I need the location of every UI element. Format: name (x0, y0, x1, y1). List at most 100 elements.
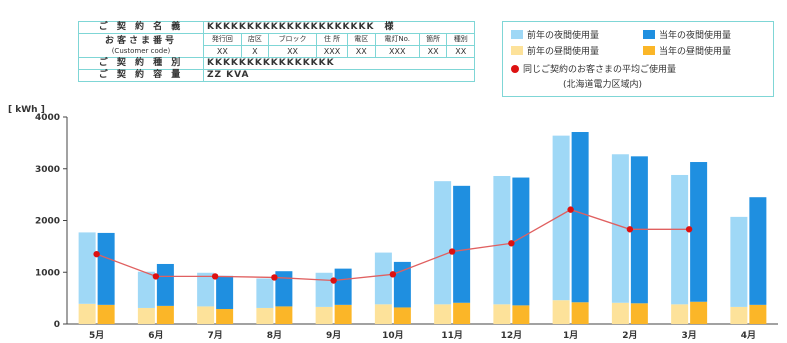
bar-curr-day (690, 301, 708, 324)
code-col-value: X (240, 45, 270, 58)
bar-curr-night (453, 185, 471, 303)
bar-prev-night (671, 174, 689, 305)
bar-curr-day (630, 303, 648, 324)
legend-label: 前年の夜間使用量 (527, 31, 600, 41)
legend-curr-day: 当年の昼間使用量 (643, 44, 731, 57)
bar-curr-night (97, 232, 115, 305)
bar-prev-day (197, 306, 215, 324)
legend-avg-note: (北海道電力区域内) (563, 77, 642, 90)
code-col-head: 電区 (347, 33, 376, 46)
bar-curr-night (512, 177, 530, 306)
x-tick-label: 3月 (681, 330, 696, 341)
bar-prev-day (137, 307, 155, 324)
x-tick-label: 2月 (622, 330, 637, 341)
bar-prev-day (315, 306, 333, 324)
legend-swatch-prev-night (511, 30, 523, 39)
legend-label: 同じご契約のお客さまの平均ご使用量 (523, 65, 677, 75)
bar-prev-night (78, 232, 96, 304)
legend-label: 当年の夜間使用量 (659, 31, 732, 41)
bar-prev-night (611, 154, 629, 303)
bar-prev-night (552, 135, 570, 301)
code-col-value: XXX (374, 45, 420, 58)
bar-curr-night (275, 271, 293, 307)
bar-curr-day (512, 305, 530, 324)
y-axis-label: [ kWh ] (8, 105, 45, 115)
avg-point (271, 274, 278, 281)
bar-prev-day (434, 304, 452, 324)
code-col-value: XXX (315, 45, 349, 58)
legend-note: (北海道電力区域内) (563, 80, 643, 90)
chart-legend: 前年の夜間使用量 当年の夜間使用量 前年の昼間使用量 当年の昼間使用量 同じご契… (502, 21, 774, 97)
x-tick-label: 10月 (382, 330, 404, 341)
code-col-value: XX (268, 45, 317, 58)
bar-prev-day (493, 304, 511, 324)
legend-marker-avg (511, 64, 519, 73)
customer-code-label: お客さま番号 (Customer code) (78, 33, 204, 58)
bar-prev-night (197, 272, 215, 307)
bar-curr-day (216, 308, 234, 324)
x-tick-label: 9月 (326, 330, 341, 341)
bar-curr-day (453, 302, 471, 324)
avg-point (211, 273, 219, 280)
customer-code-sublabel: (Customer code) (111, 46, 171, 55)
bar-prev-night (315, 272, 333, 307)
code-col-value: XX (446, 45, 475, 58)
x-tick-label: 1月 (563, 330, 578, 341)
avg-point (567, 206, 574, 213)
avg-point (152, 273, 160, 280)
bar-prev-day (611, 302, 629, 324)
contract-type-value: KKKKKKKKKKKKKKKK (203, 57, 475, 70)
bar-prev-day (256, 307, 274, 324)
bar-curr-day (275, 306, 293, 324)
legend-swatch-prev-day (511, 46, 523, 55)
legend-avg-line: 同じご契約のお客さまの平均ご使用量 (511, 62, 676, 75)
y-tick-label: 3000 (35, 165, 60, 175)
code-col-value: XX (347, 45, 376, 58)
code-col-head: 箇所 (418, 33, 448, 46)
x-tick-label: 5月 (89, 330, 104, 341)
bar-curr-day (393, 307, 411, 324)
avg-line (96, 208, 690, 282)
legend-curr-night: 当年の夜間使用量 (643, 28, 731, 41)
contract-name-label: ご 契 約 名 義 (78, 21, 204, 34)
bar-prev-night (730, 216, 748, 307)
bar-prev-day (730, 306, 748, 324)
bar-prev-night (256, 278, 274, 308)
avg-point (389, 271, 397, 278)
avg-point (330, 277, 337, 284)
bar-prev-day (671, 304, 689, 324)
bar-curr-night (393, 261, 411, 308)
code-col-head: 店区 (240, 33, 270, 46)
legend-prev-night: 前年の夜間使用量 (511, 28, 599, 41)
code-col-head: 電灯No. (374, 33, 420, 46)
avg-point (93, 250, 100, 258)
bar-curr-day (97, 304, 115, 324)
legend-swatch-curr-day (643, 46, 655, 55)
bar-prev-night (493, 175, 511, 305)
y-tick-label: 2000 (35, 217, 60, 227)
legend-prev-day: 前年の昼間使用量 (511, 44, 599, 57)
bar-curr-night (690, 162, 708, 302)
bar-curr-day (571, 302, 589, 324)
bar-prev-night (137, 271, 155, 308)
bar-prev-night (434, 181, 452, 305)
code-col-value: XX (203, 45, 242, 58)
avg-point (626, 226, 634, 233)
customer-code-title: お客さま番号 (104, 35, 177, 46)
code-col-value: XX (418, 45, 448, 58)
avg-point (448, 248, 456, 255)
code-col-head: ブロック (268, 33, 317, 46)
y-tick-label: 0 (54, 320, 60, 330)
bar-curr-day (334, 304, 352, 324)
contract-type-label: ご 契 約 種 別 (78, 57, 204, 70)
bar-curr-day (749, 304, 767, 324)
bar-curr-night (156, 263, 174, 306)
legend-label: 当年の昼間使用量 (659, 47, 732, 57)
bar-curr-night (216, 275, 234, 309)
contract-capacity-label: ご 契 約 容 量 (78, 69, 204, 82)
code-col-head: 種別 (446, 33, 475, 46)
x-tick-label: 11月 (441, 330, 463, 341)
x-tick-label: 12月 (501, 330, 523, 341)
bar-prev-day (374, 304, 392, 324)
